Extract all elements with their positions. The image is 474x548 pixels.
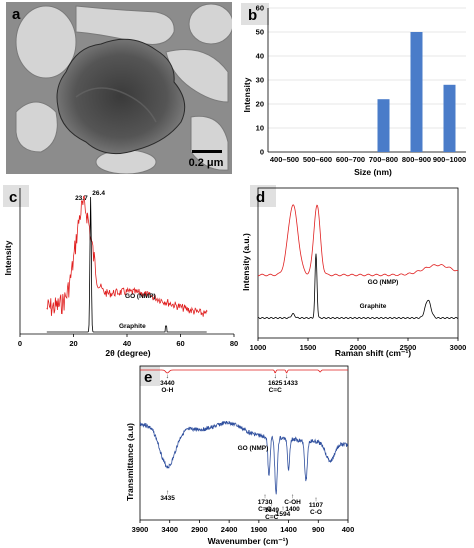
e-xtick-label: 900 bbox=[312, 525, 325, 534]
b-xlabel: Size (nm) bbox=[354, 167, 392, 177]
d-series-label-graphite: Graphite bbox=[360, 303, 387, 310]
b-xtick-label: 800–900 bbox=[402, 155, 431, 164]
e-plot-frame bbox=[139, 365, 349, 521]
e-bottom-arrow: ↑ bbox=[281, 505, 284, 512]
e-top-annotation: 1625 bbox=[268, 380, 283, 387]
e-bottom-arrow: ↑ bbox=[291, 493, 294, 500]
e-top-arrow: ↓ bbox=[285, 373, 288, 380]
b-ytick-label: 60 bbox=[256, 4, 264, 13]
c-xtick-label: 20 bbox=[69, 339, 77, 348]
e-top-arrow: ↓ bbox=[166, 373, 169, 380]
d-plot-frame bbox=[257, 187, 459, 339]
c-go-series-line bbox=[46, 195, 208, 317]
d-xtick-label: 3000 bbox=[450, 343, 467, 352]
c-ylabel: Intensity bbox=[3, 240, 13, 275]
c-xtick-label: 0 bbox=[18, 339, 22, 348]
b-ylabel: Intensity bbox=[242, 77, 252, 112]
d-go-series-line bbox=[258, 204, 459, 277]
e-xlabel: Wavenumber (cm⁻¹) bbox=[208, 536, 289, 546]
d-xtick-label: 1000 bbox=[250, 343, 267, 352]
d-xtick-label: 2500 bbox=[400, 343, 417, 352]
d-ylabel: Intensity (a.u.) bbox=[241, 233, 251, 291]
e-bottom-arrow: ↑ bbox=[166, 489, 169, 496]
b-xtick-label: 900–1000 bbox=[433, 155, 466, 164]
b-bar bbox=[377, 99, 390, 152]
e-bottom-annotation: 1107 bbox=[309, 502, 323, 509]
b-ytick-label: 50 bbox=[256, 28, 264, 37]
b-xtick-label: 600–700 bbox=[336, 155, 365, 164]
e-bottom-annotation: 1594 bbox=[276, 511, 291, 518]
d-series-label-go: GO (NMP) bbox=[368, 279, 399, 286]
e-bottom-arrow: ↑ bbox=[314, 496, 317, 503]
e-xtick-label: 400 bbox=[342, 525, 355, 534]
b-xtick-label: 500–600 bbox=[303, 155, 332, 164]
e-xtick-label: 1400 bbox=[280, 525, 297, 534]
e-top-annotation: O-H bbox=[161, 387, 173, 394]
e-ylabel: Transmittance (a.u) bbox=[125, 423, 135, 501]
c-xlabel: 2θ (degree) bbox=[105, 348, 150, 358]
e-top-annotation: 1433 bbox=[283, 380, 298, 387]
e-bottom-annotation: 1400 bbox=[285, 506, 300, 513]
b-bar bbox=[443, 84, 456, 152]
e-series-label-go: GO (NMP) bbox=[238, 445, 269, 452]
e-bottom-annotation: C=C bbox=[265, 514, 278, 521]
b-ytick-label: 30 bbox=[256, 76, 264, 85]
c-series-label-go: GO (NMP) bbox=[125, 293, 156, 300]
xrd-chart: c 0 20 40 60 80 23.7 26.4 GO (NMP) Graphite Inte… bbox=[3, 185, 238, 358]
d-xlabel: Raman shift (cm⁻¹) bbox=[335, 348, 411, 358]
e-bottom-annotation: C=O bbox=[258, 506, 272, 513]
e-xtick-label: 2900 bbox=[191, 525, 208, 534]
ftir-chart: e 3900 3400 2900 2400 1900 1400 900 400 GO (NMP)… bbox=[125, 365, 355, 546]
tem-image-panel: 0.2 μm a bbox=[6, 2, 232, 174]
panel-letter-c: c bbox=[9, 189, 17, 206]
c-graphite-series-line bbox=[46, 196, 207, 333]
e-top-arrow: ↓ bbox=[274, 373, 277, 380]
graphene-oxide-flake bbox=[56, 38, 186, 155]
e-top-annotation: 3440 bbox=[160, 380, 175, 387]
b-bar bbox=[410, 32, 423, 152]
c-peak-label-graphite: 26.4 bbox=[92, 190, 105, 197]
e-xtick-label: 1900 bbox=[251, 525, 268, 534]
c-xtick-label: 40 bbox=[123, 339, 131, 348]
e-xtick-label: 2400 bbox=[221, 525, 238, 534]
c-xtick-label: 80 bbox=[230, 339, 238, 348]
c-series-label-graphite: Graphite bbox=[119, 323, 146, 330]
c-xtick-label: 60 bbox=[176, 339, 184, 348]
d-graphite-series-line bbox=[257, 253, 459, 319]
e-bottom-annotation: 3435 bbox=[160, 495, 175, 502]
scale-bar-label: 0.2 μm bbox=[189, 157, 224, 169]
c-peak-label-go: 23.7 bbox=[75, 195, 88, 202]
b-ytick-label: 0 bbox=[260, 148, 264, 157]
e-bottom-annotation: 1649 bbox=[265, 507, 280, 514]
size-distribution-chart: b 0 10 20 30 40 50 60 400–500 500–600 600–700 700–… bbox=[241, 3, 466, 177]
d-xtick-label: 1500 bbox=[300, 343, 317, 352]
e-bottom-annotation: 1730 bbox=[258, 499, 273, 506]
e-reference-series-line bbox=[140, 369, 348, 374]
e-xtick-label: 3900 bbox=[132, 525, 149, 534]
b-xtick-label: 400–500 bbox=[270, 155, 299, 164]
panel-letter-d: d bbox=[256, 189, 265, 206]
scale-bar bbox=[192, 150, 222, 153]
e-top-annotation: C=C bbox=[269, 387, 282, 394]
panel-letter-b: b bbox=[248, 7, 257, 24]
e-xtick-label: 3400 bbox=[161, 525, 178, 534]
e-bottom-annotation: C-O bbox=[310, 509, 322, 516]
b-xtick-label: 700–800 bbox=[369, 155, 398, 164]
b-ytick-label: 20 bbox=[256, 100, 264, 109]
panel-letter-e: e bbox=[144, 369, 152, 386]
b-ytick-label: 10 bbox=[256, 124, 264, 133]
b-ytick-label: 40 bbox=[256, 52, 264, 61]
e-go-series-line bbox=[139, 421, 348, 495]
d-xtick-label: 2000 bbox=[350, 343, 367, 352]
panel-letter-a: a bbox=[12, 6, 21, 23]
e-bottom-arrow: ↑ bbox=[270, 501, 273, 508]
e-bottom-annotation: C-OH bbox=[284, 499, 301, 506]
raman-chart: d 1000 1500 2000 2500 3000 GO (NMP) Graphite I… bbox=[241, 185, 467, 358]
e-bottom-arrow: ↑ bbox=[263, 493, 266, 500]
